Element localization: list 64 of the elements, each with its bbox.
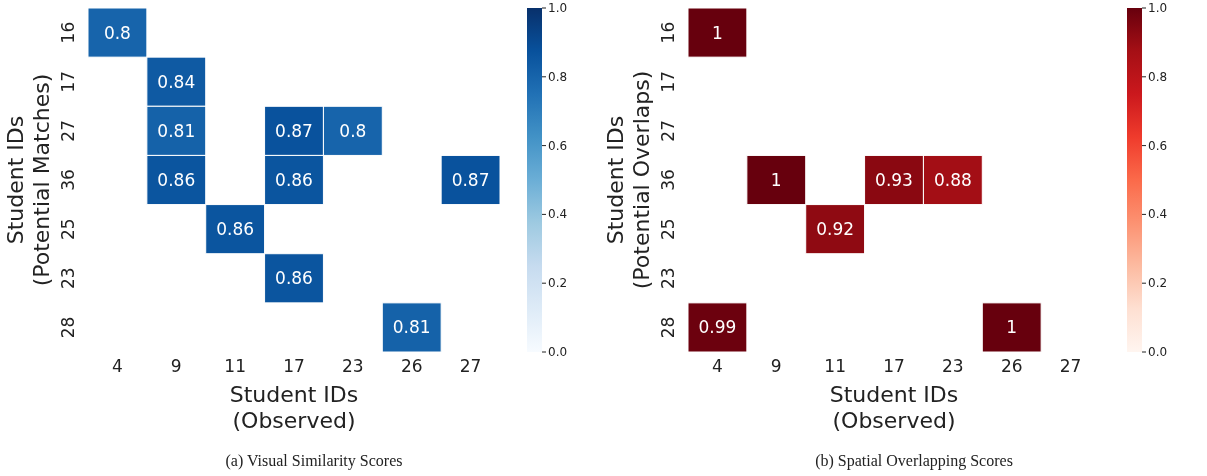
data-label: 0.88 — [933, 170, 972, 190]
y-axis-title: Student IDs (Potential Matches) — [3, 73, 54, 287]
x-axis-title: Student IDs (Observed) — [229, 382, 359, 433]
y-tick-label: 36 — [658, 169, 678, 191]
data-label: 0.93 — [875, 170, 913, 190]
x-tick-label: 27 — [1059, 356, 1082, 377]
data-label: 0.86 — [275, 170, 313, 190]
y-tick-label: 23 — [658, 267, 678, 290]
x-tick-label: 17 — [283, 356, 305, 377]
data-label: 0.86 — [157, 170, 196, 190]
data-label: 0.8 — [103, 22, 131, 43]
color-bar-label: 0.2 — [548, 276, 568, 291]
y-tick-label: 16 — [658, 21, 678, 44]
y-tick-label: 23 — [58, 267, 78, 290]
x-tick-label: 23 — [342, 356, 364, 377]
data-label: 0.92 — [816, 219, 855, 240]
y-tick-label: 17 — [658, 70, 678, 93]
data-label: 0.81 — [157, 120, 196, 141]
y-tick-label: 27 — [58, 120, 78, 142]
data-label: 0.87 — [275, 120, 313, 141]
x-tick-label: 9 — [170, 356, 182, 377]
y-tick-label: 25 — [58, 218, 78, 240]
y-tick-label: 27 — [658, 120, 678, 142]
data-label: 0.8 — [339, 120, 367, 141]
x-tick-label: 23 — [942, 356, 964, 377]
text: (b) Spatial Overlapping Scores — [815, 452, 1013, 470]
y-tick-label: 16 — [58, 21, 78, 44]
color-bar-label: 1.0 — [548, 1, 568, 15]
x-tick-label: 9 — [770, 356, 782, 377]
x-tick-label: 4 — [712, 356, 723, 377]
y-tick-label: 36 — [58, 169, 78, 191]
x-tick-label: 4 — [112, 356, 123, 377]
color-bar-label: 0.6 — [1148, 138, 1168, 153]
data-label: 0.86 — [275, 268, 313, 289]
data-label: 1 — [1006, 317, 1018, 338]
color-bar-label: 0.6 — [548, 138, 568, 153]
y-tick-label: 28 — [658, 316, 678, 339]
x-tick-label: 27 — [459, 356, 482, 377]
data-label: 0.87 — [451, 170, 490, 190]
x-tick-label: 17 — [883, 356, 905, 377]
text: (a) Visual Similarity Scores — [225, 452, 403, 470]
y-tick-label: 28 — [58, 316, 78, 339]
x-axis-title: Student IDs (Observed) — [829, 382, 959, 433]
color-bar-label: 0.8 — [548, 69, 568, 84]
data-label: 1 — [770, 170, 782, 190]
x-tick-label: 26 — [1000, 356, 1023, 377]
color-bar-label: 0.4 — [548, 207, 568, 222]
x-tick-label: 11 — [224, 356, 246, 377]
color-bar-label: 0.0 — [548, 345, 568, 359]
data-label: 0.81 — [392, 317, 431, 338]
color-bar-label: 0.2 — [1148, 276, 1168, 291]
data-label: 0.86 — [216, 219, 255, 240]
y-tick-label: 25 — [658, 218, 678, 240]
data-label: 0.84 — [157, 71, 196, 92]
color-bar-label: 1.0 — [1148, 1, 1168, 15]
data-label: 1 — [712, 22, 723, 43]
data-label: 0.99 — [698, 317, 737, 338]
y-tick-label: 17 — [58, 70, 78, 93]
x-tick-label: 26 — [400, 356, 423, 377]
y-axis-title: Student IDs (Potential Overlaps) — [603, 70, 654, 290]
color-bar-label: 0.4 — [1148, 207, 1168, 222]
x-tick-label: 11 — [824, 356, 846, 377]
color-bar-label: 0.0 — [1148, 345, 1168, 359]
color-bar-label: 0.8 — [1148, 69, 1168, 84]
